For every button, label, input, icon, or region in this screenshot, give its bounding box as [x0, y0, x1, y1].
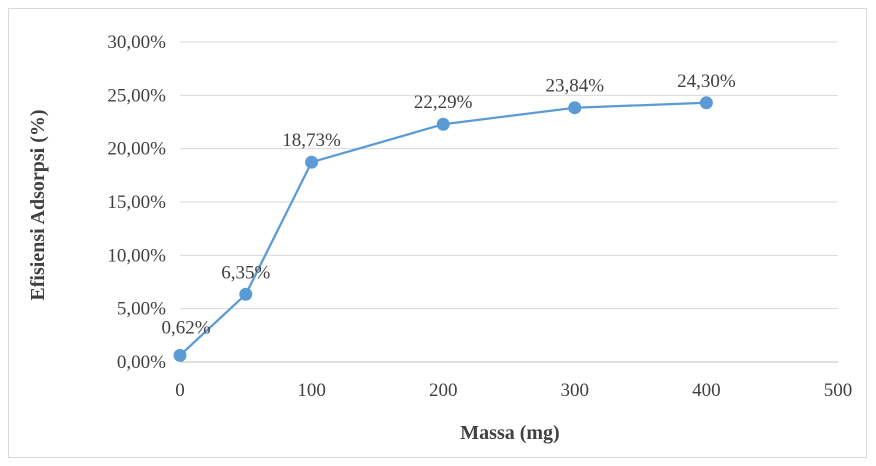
x-tick-label: 500 — [824, 380, 853, 401]
data-label: 0,62% — [161, 317, 210, 338]
data-point — [239, 287, 253, 301]
x-tick-label: 300 — [561, 380, 590, 401]
data-label: 23,84% — [546, 76, 605, 97]
data-labels: 0,62% 6,35% 18,73% 22,29% 23,84% 24,30% — [161, 71, 735, 339]
x-tick-label: 400 — [692, 380, 721, 401]
y-tick-label: 5,00% — [117, 299, 166, 320]
data-point — [699, 96, 713, 110]
x-tick-labels: 0 100 200 300 400 500 — [175, 380, 852, 401]
series-line — [179, 101, 707, 357]
data-points — [173, 96, 713, 362]
y-tick-label: 15,00% — [107, 192, 166, 213]
y-tick-label: 10,00% — [107, 245, 166, 266]
data-label: 22,29% — [414, 92, 473, 113]
y-tick-label: 0,00% — [117, 352, 166, 373]
data-label: 6,35% — [221, 262, 270, 283]
data-label: 18,73% — [282, 130, 341, 151]
y-axis-title: Efisiensi Adsorpsi (%) — [27, 109, 49, 300]
y-tick-label: 25,00% — [107, 85, 166, 106]
data-label: 24,30% — [677, 71, 736, 92]
gridlines — [180, 41, 838, 310]
y-tick-label: 30,00% — [107, 32, 166, 53]
chart-frame — [8, 8, 867, 458]
data-point — [436, 117, 450, 131]
x-tick-label: 200 — [429, 380, 458, 401]
data-point — [305, 155, 319, 169]
data-point — [173, 348, 187, 362]
y-tick-labels: 0,00% 5,00% 10,00% 15,00% 20,00% 25,00% 30,00% — [107, 32, 166, 373]
x-axis-title: Massa (mg) — [460, 422, 559, 444]
x-tick-label: 100 — [297, 380, 326, 401]
x-tick-label: 0 — [175, 380, 185, 401]
data-point — [568, 101, 582, 115]
y-tick-label: 20,00% — [107, 139, 166, 160]
